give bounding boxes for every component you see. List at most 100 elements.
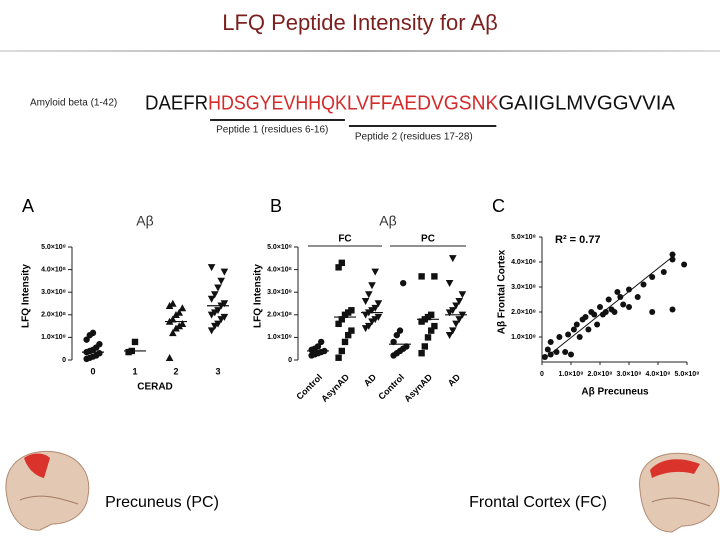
data-point <box>455 316 463 324</box>
y-axis-label: LFQ Intensity <box>21 264 32 328</box>
data-point <box>431 322 438 330</box>
panel-label: B <box>270 196 282 216</box>
data-point <box>428 327 435 334</box>
brain-icon-left <box>5 450 90 531</box>
y-tick-label: 1.0×10⁸ <box>267 334 292 341</box>
data-point <box>220 300 229 308</box>
data-point <box>594 321 601 328</box>
x-axis-label: Aβ Precuneus <box>581 387 649 398</box>
data-point <box>83 336 90 343</box>
data-point <box>614 289 621 295</box>
data-point <box>570 326 577 333</box>
data-point <box>452 320 460 328</box>
panel-label: C <box>492 196 505 216</box>
data-point <box>371 304 379 312</box>
data-point <box>649 309 656 315</box>
data-point <box>640 281 647 288</box>
data-point <box>365 322 373 330</box>
data-point <box>338 259 345 267</box>
y-tick-label: 1.0×10⁸ <box>41 334 66 341</box>
data-point <box>348 327 355 334</box>
x-tick-label: AsynAD <box>402 372 434 404</box>
data-point <box>562 349 569 355</box>
x-tick-label: 1.0×10⁸ <box>559 371 584 378</box>
data-point <box>449 255 457 263</box>
data-point <box>390 338 397 346</box>
y-tick-label: 3.0×10⁸ <box>511 284 536 291</box>
data-point <box>449 307 457 315</box>
data-point <box>424 334 432 341</box>
slide-title: LFQ Peptide Intensity for Aβ <box>222 10 498 35</box>
data-point <box>669 306 676 313</box>
data-point <box>165 353 174 361</box>
x-tick-label: 3.0×10⁸ <box>617 371 642 378</box>
data-point <box>565 331 572 338</box>
data-point <box>361 298 370 306</box>
data-point <box>669 256 676 263</box>
y-tick-label: 0 <box>62 357 66 364</box>
data-point <box>207 327 216 335</box>
x-tick-label: AsynAD <box>319 372 351 404</box>
data-point <box>335 264 342 271</box>
brain-icon-right <box>639 452 720 533</box>
data-point <box>541 354 548 360</box>
data-point <box>338 316 345 323</box>
data-point <box>626 304 632 310</box>
data-point <box>178 320 187 328</box>
peptide-label: Peptide 2 (residues 17-28) <box>355 132 473 143</box>
y-tick-label: 2.0×10⁸ <box>267 312 292 319</box>
data-point <box>220 313 229 321</box>
data-point <box>582 314 589 320</box>
data-point <box>368 282 376 290</box>
group-label: PC <box>421 234 435 245</box>
data-point <box>445 331 454 339</box>
annotation: R² = 0.77 <box>555 234 601 246</box>
x-tick-label: 2 <box>173 366 178 376</box>
y-axis-label: LFQ Intensity <box>253 264 264 328</box>
data-point <box>318 338 325 346</box>
x-tick-label: 5.0×10⁸ <box>675 371 700 378</box>
data-point <box>602 309 609 315</box>
sequence-segment: LVFFAEDVGSNK <box>347 92 499 114</box>
data-point <box>452 302 460 310</box>
data-point <box>220 268 229 276</box>
data-point <box>400 279 407 287</box>
data-point <box>172 324 180 332</box>
x-tick-label: 1 <box>132 366 137 376</box>
data-point <box>348 307 355 314</box>
data-point <box>207 295 216 303</box>
data-point <box>605 296 612 303</box>
data-point <box>345 331 352 339</box>
sequence-segment: GAIIGLMVGGVVIA <box>498 92 675 114</box>
data-point <box>169 299 177 307</box>
y-tick-label: 4.0×10⁸ <box>511 259 536 266</box>
data-point <box>547 339 554 345</box>
data-point <box>669 251 676 258</box>
peptide-label: Peptide 1 (residues 6-16) <box>216 125 328 136</box>
data-point <box>418 318 425 325</box>
panel-label: A <box>22 196 34 216</box>
data-point <box>458 291 467 299</box>
data-point <box>591 311 598 318</box>
panel-title: Aβ <box>379 213 396 229</box>
y-tick-label: 4.0×10⁸ <box>41 266 66 273</box>
y-tick-label: 2.0×10⁸ <box>41 312 66 319</box>
data-point <box>165 301 174 309</box>
data-point <box>365 291 373 299</box>
data-point <box>214 320 222 328</box>
data-point <box>169 315 177 323</box>
data-point <box>418 350 425 357</box>
data-point <box>178 304 187 312</box>
data-point <box>568 351 574 358</box>
data-point <box>374 313 383 321</box>
data-point <box>585 326 592 333</box>
title-rule <box>0 50 720 52</box>
data-point <box>649 274 656 280</box>
data-point <box>626 286 632 293</box>
y-tick-label: 1.0×10⁸ <box>511 334 536 341</box>
data-point <box>172 311 180 318</box>
x-tick-label: 0 <box>540 371 544 378</box>
data-point <box>620 301 627 308</box>
